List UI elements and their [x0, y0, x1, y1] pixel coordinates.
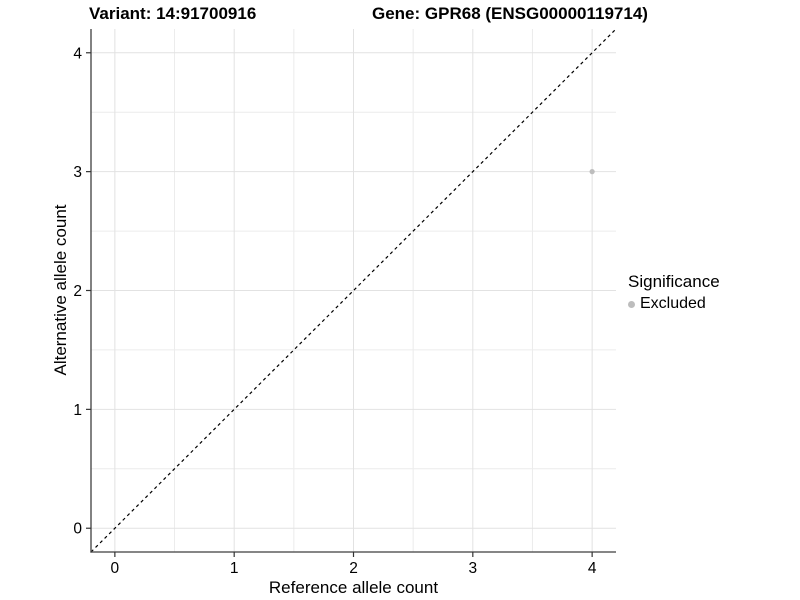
excluded-point-swatch	[628, 300, 635, 308]
x-tick-label: 2	[349, 560, 358, 577]
y-tick-label: 1	[73, 402, 82, 419]
y-tick-label: 0	[73, 521, 82, 538]
y-tick-label: 3	[73, 164, 82, 181]
variant-title: Variant: 14:91700916	[89, 4, 257, 23]
legend-title: Significance	[628, 272, 720, 291]
data-point-excluded	[589, 169, 595, 175]
legend-item-label: Excluded	[640, 295, 706, 312]
x-tick-label: 1	[230, 560, 239, 577]
gene-title: Gene: GPR68 (ENSG00000119714)	[372, 4, 648, 23]
y-tick-label: 4	[73, 45, 82, 62]
x-tick-label: 3	[469, 560, 478, 577]
legend: Significance Excluded	[628, 271, 720, 314]
identity-reference-line	[90, 28, 617, 553]
x-tick-label: 4	[588, 560, 597, 577]
legend-item-excluded: Excluded	[628, 294, 720, 314]
x-axis-title: Reference allele count	[268, 578, 439, 597]
y-tick-label: 2	[73, 283, 82, 300]
y-axis-title: Alternative allele count	[51, 204, 70, 376]
x-tick-label: 0	[111, 560, 120, 577]
